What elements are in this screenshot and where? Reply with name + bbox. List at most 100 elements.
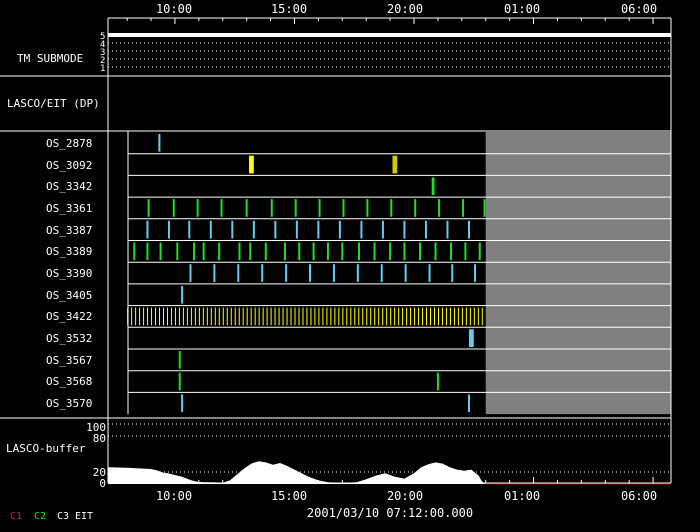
event-mark-os-3422-10 <box>162 307 164 326</box>
event-mark-os-3387-11 <box>360 220 363 239</box>
event-mark-os-3422-76 <box>426 307 428 326</box>
event-mark-os-3387-5 <box>231 220 234 239</box>
event-mark-os-3422-87 <box>469 307 471 326</box>
tm-submode-levels: 5 4 3 2 1 <box>100 32 105 74</box>
event-mark-os-3422-59 <box>358 307 360 326</box>
event-mark-os-3389-5 <box>193 242 196 261</box>
event-mark-os-3389-8 <box>238 242 241 261</box>
event-mark-os-3422-89 <box>477 307 479 326</box>
event-mark-os-3422-35 <box>262 307 264 326</box>
event-mark-os-3422-21 <box>206 307 208 326</box>
event-mark-os-3390-5 <box>285 264 288 282</box>
date-label: 2001/03/10 07:12:00.000 <box>307 506 473 520</box>
event-mark-os-3422-15 <box>182 307 184 326</box>
bottom-tick-label-4: 01:00 <box>504 489 540 503</box>
event-mark-os-3389-24 <box>478 242 481 261</box>
os-label-9: OS_3422 <box>46 310 92 323</box>
os-label-12: OS_3568 <box>46 375 92 388</box>
event-mark-os-3422-37 <box>270 307 272 326</box>
event-mark-os-3422-13 <box>174 307 176 326</box>
event-mark-os-3422-67 <box>390 307 392 326</box>
event-mark-os-3422-65 <box>382 307 384 326</box>
event-mark-os-3422-57 <box>350 307 352 326</box>
event-mark-os-3422-11 <box>166 307 168 326</box>
event-mark-os-3361-9 <box>342 199 345 217</box>
top-tick-label-5: 06:00 <box>621 2 657 16</box>
event-mark-os-3422-22 <box>210 307 212 326</box>
event-mark-os-3389-17 <box>373 242 376 261</box>
os-label-2: OS_3092 <box>46 159 92 172</box>
event-mark-os-3390-13 <box>473 264 476 282</box>
event-mark-os-3422-9 <box>159 307 161 326</box>
event-mark-os-3422-7 <box>151 307 153 326</box>
event-mark-os-3389-11 <box>283 242 286 261</box>
bottom-axis: 10:00 15:00 20:00 01:00 06:00 2001/03/10… <box>156 489 657 520</box>
event-mark-os-3422-55 <box>342 307 344 326</box>
event-mark-os-3361-12 <box>414 199 417 217</box>
event-mark-os-3422-34 <box>258 307 260 326</box>
event-mark-os-3567-1 <box>178 351 181 369</box>
event-mark-os-3422-32 <box>250 307 252 326</box>
legend: C1 C2 C3 EIT <box>10 511 93 522</box>
event-mark-os-3389-3 <box>159 242 162 261</box>
os-label-5: OS_3387 <box>46 224 92 237</box>
event-mark-os-3361-11 <box>390 199 393 217</box>
event-mark-os-3387-14 <box>424 220 427 239</box>
event-mark-os-3422-19 <box>198 307 200 326</box>
event-mark-os-3422-83 <box>453 307 455 326</box>
event-mark-os-3422-70 <box>402 307 404 326</box>
event-mark-os-3422-27 <box>230 307 232 326</box>
event-mark-os-3390-7 <box>332 264 335 282</box>
event-mark-os-3422-56 <box>346 307 348 326</box>
top-tick-label-4: 01:00 <box>504 2 540 16</box>
no-data-region <box>485 132 671 415</box>
buffer-tick-0: 0 <box>99 477 106 490</box>
event-mark-os-3390-10 <box>404 264 407 282</box>
buffer-tick-100: 100 <box>86 421 106 434</box>
event-mark-os-3422-58 <box>354 307 356 326</box>
event-mark-os-3422-20 <box>202 307 204 326</box>
event-mark-os-3422-4 <box>139 307 141 326</box>
buffer-label: LASCO-buffer <box>6 442 86 455</box>
event-mark-os-3390-1 <box>189 264 192 282</box>
tm-submode-bar <box>108 33 671 37</box>
event-mark-os-3422-90 <box>481 307 483 326</box>
legend-c3: C3 <box>57 511 69 522</box>
event-mark-os-3422-44 <box>298 307 300 326</box>
event-mark-os-3390-9 <box>380 264 383 282</box>
event-mark-os-3422-16 <box>186 307 188 326</box>
event-mark-os-3422-24 <box>218 307 220 326</box>
event-mark-os-3389-10 <box>264 242 267 261</box>
event-mark-os-3422-72 <box>410 307 412 326</box>
event-mark-os-3389-23 <box>464 242 467 261</box>
event-mark-os-3422-62 <box>370 307 372 326</box>
event-mark-os-3422-71 <box>406 307 408 326</box>
bottom-tick-label-3: 20:00 <box>387 489 423 503</box>
tm-level-5: 5 <box>100 32 105 42</box>
event-mark-os-3422-73 <box>414 307 416 326</box>
tm-level-2: 2 <box>100 56 105 66</box>
event-mark-os-3422-68 <box>394 307 396 326</box>
event-mark-os-3422-54 <box>338 307 340 326</box>
event-mark-os-3422-26 <box>226 307 228 326</box>
event-mark-os-3389-18 <box>389 242 392 261</box>
event-mark-os-3387-2 <box>167 220 170 239</box>
event-mark-os-3422-33 <box>254 307 256 326</box>
event-mark-os-3422-80 <box>441 307 443 326</box>
event-mark-os-3422-46 <box>306 307 308 326</box>
event-mark-os-3422-74 <box>418 307 420 326</box>
bottom-tick-label-2: 15:00 <box>271 489 307 503</box>
event-mark-os-3389-1 <box>133 242 136 261</box>
event-mark-os-3422-77 <box>430 307 432 326</box>
event-mark-os-3390-11 <box>428 264 431 282</box>
event-mark-os-3387-6 <box>252 220 255 239</box>
event-mark-os-3405-1 <box>181 285 184 304</box>
event-mark-os-3422-86 <box>465 307 467 326</box>
event-mark-os-3422-81 <box>445 307 447 326</box>
event-mark-os-3361-13 <box>438 199 441 217</box>
event-mark-os-3568-2 <box>436 372 439 391</box>
event-mark-os-3361-14 <box>462 199 465 217</box>
tm-submode-label: TM SUBMODE <box>17 52 83 65</box>
event-mark-os-3361-10 <box>366 199 369 217</box>
event-mark-os-3422-23 <box>214 307 216 326</box>
